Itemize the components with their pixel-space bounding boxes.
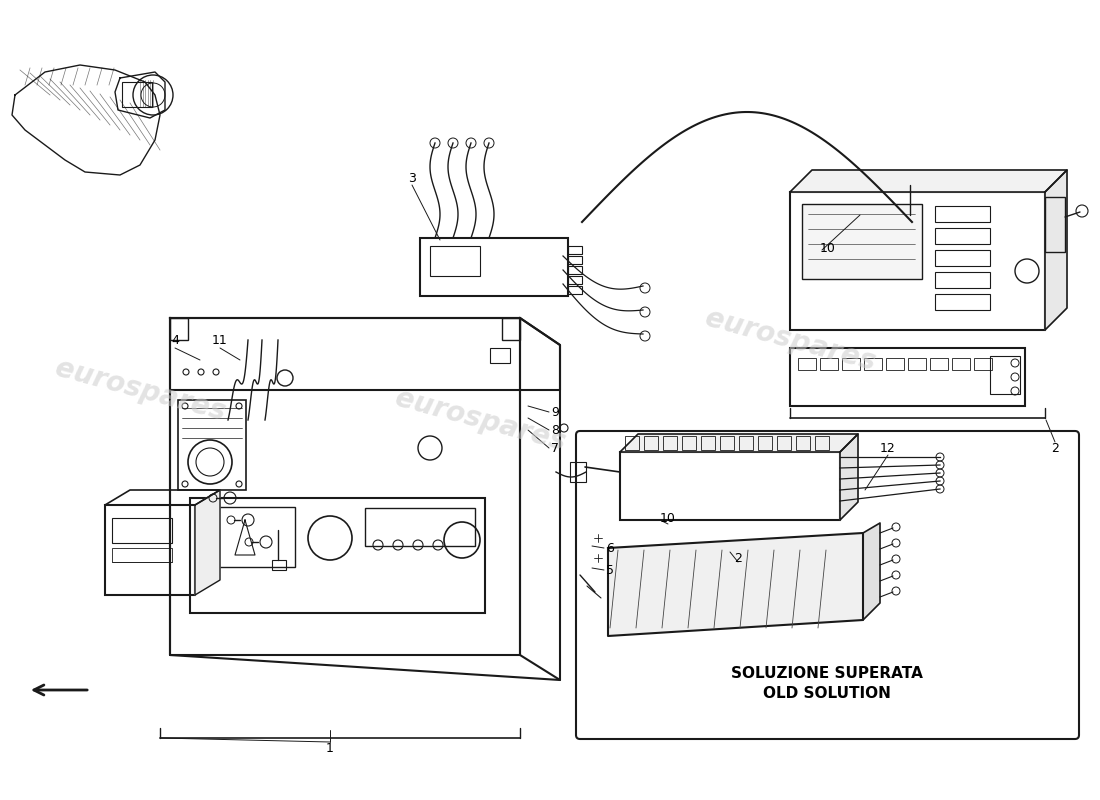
Bar	[365, 508, 475, 546]
Bar	[842, 358, 860, 370]
Polygon shape	[620, 434, 858, 452]
Bar	[568, 276, 582, 284]
FancyBboxPatch shape	[576, 431, 1079, 739]
Bar	[701, 436, 715, 450]
Bar	[682, 436, 696, 450]
Polygon shape	[790, 170, 1067, 192]
Text: OLD SOLUTION: OLD SOLUTION	[763, 686, 891, 701]
Bar	[170, 318, 188, 340]
Bar	[568, 286, 582, 294]
Text: 7: 7	[551, 442, 559, 454]
Bar	[739, 436, 754, 450]
Bar	[272, 560, 286, 570]
Bar	[802, 204, 922, 279]
Bar	[112, 548, 172, 562]
Bar	[930, 358, 948, 370]
Text: 8: 8	[551, 423, 559, 437]
Polygon shape	[840, 434, 858, 520]
Bar	[620, 452, 840, 520]
Bar	[790, 192, 1045, 330]
Bar	[568, 266, 582, 274]
Text: 3: 3	[408, 171, 416, 185]
Text: 5: 5	[606, 563, 614, 577]
Text: 6: 6	[606, 542, 614, 554]
Text: 11: 11	[212, 334, 228, 346]
Bar	[720, 436, 734, 450]
Bar	[568, 256, 582, 264]
Bar	[886, 358, 904, 370]
Bar	[195, 507, 295, 567]
Text: 2: 2	[1052, 442, 1059, 454]
Text: 4: 4	[172, 334, 179, 346]
Bar	[990, 356, 1020, 394]
Bar	[568, 246, 582, 254]
Bar	[1045, 197, 1065, 252]
Bar	[122, 82, 152, 107]
Text: 2: 2	[734, 551, 741, 565]
Bar	[796, 436, 810, 450]
Bar	[758, 436, 772, 450]
Bar	[935, 272, 990, 288]
Bar	[104, 505, 195, 595]
Bar	[935, 250, 990, 266]
Bar	[935, 228, 990, 244]
Text: 1: 1	[326, 742, 334, 754]
Polygon shape	[1045, 170, 1067, 330]
Text: eurospares: eurospares	[702, 304, 879, 376]
Polygon shape	[195, 490, 220, 595]
Text: eurospares: eurospares	[52, 354, 229, 426]
Bar	[490, 348, 510, 363]
Bar	[974, 358, 992, 370]
Bar	[112, 518, 172, 543]
Bar	[820, 358, 838, 370]
Bar	[777, 436, 791, 450]
Bar	[502, 318, 520, 340]
Bar	[644, 436, 658, 450]
Text: SOLUZIONE SUPERATA: SOLUZIONE SUPERATA	[732, 666, 923, 681]
Bar	[178, 400, 246, 490]
Bar	[663, 436, 676, 450]
Bar	[625, 436, 639, 450]
Bar	[790, 348, 1025, 406]
Bar	[864, 358, 882, 370]
Bar	[935, 206, 990, 222]
Bar	[815, 436, 829, 450]
Bar	[952, 358, 970, 370]
Text: 12: 12	[880, 442, 895, 454]
Bar	[430, 246, 480, 276]
Text: 10: 10	[660, 511, 675, 525]
Bar	[420, 238, 568, 296]
Bar	[190, 498, 485, 613]
Polygon shape	[864, 523, 880, 620]
Bar	[798, 358, 816, 370]
Text: eurospares: eurospares	[392, 384, 569, 456]
Bar	[570, 462, 586, 482]
Bar	[908, 358, 926, 370]
Text: 10: 10	[821, 242, 836, 254]
Bar	[935, 294, 990, 310]
Polygon shape	[608, 533, 864, 636]
Text: 9: 9	[551, 406, 559, 418]
